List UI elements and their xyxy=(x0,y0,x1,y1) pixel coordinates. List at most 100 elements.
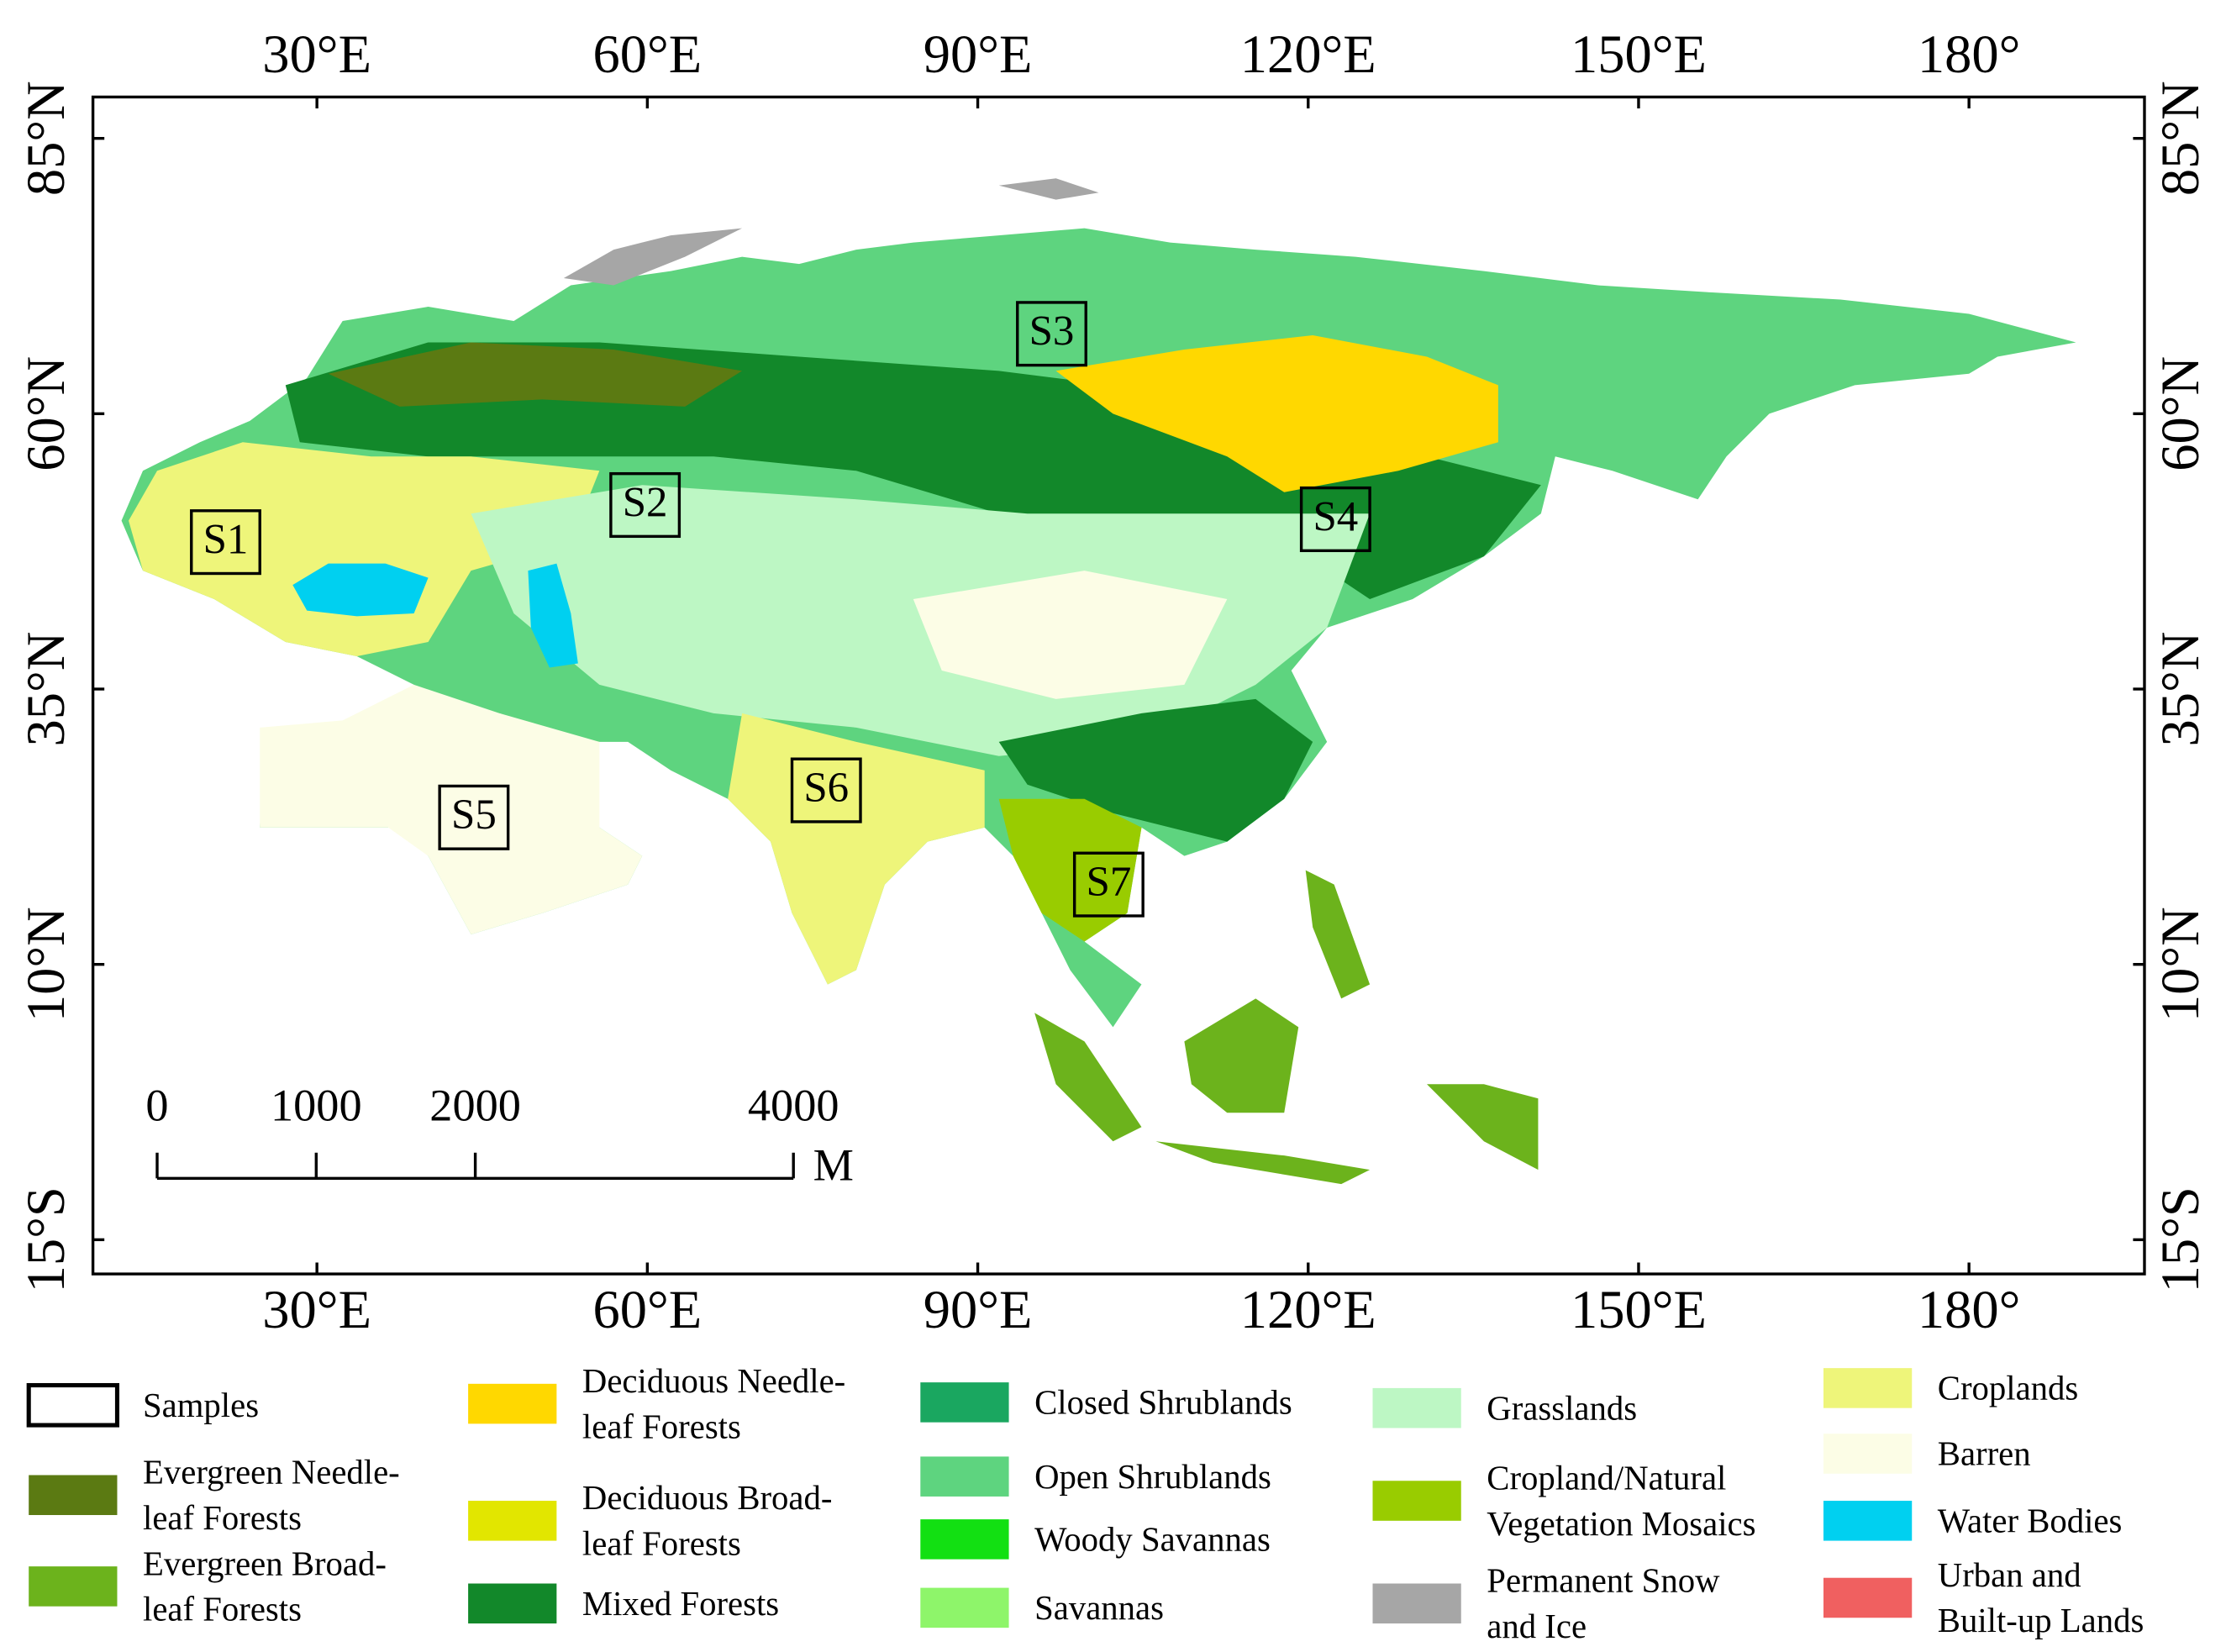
sample-label: S2 xyxy=(623,479,668,526)
lon-label: 120°E xyxy=(1240,1280,1376,1339)
lat-label: 35°N xyxy=(2150,632,2210,747)
lon-label: 120°E xyxy=(1240,24,1376,84)
sample-label: S4 xyxy=(1313,493,1358,540)
sample-box xyxy=(609,471,681,539)
legend-swatch xyxy=(1823,1577,1913,1618)
legend-label: Barren xyxy=(1938,1435,2031,1473)
island xyxy=(1155,1141,1371,1185)
lon-label: 180° xyxy=(1918,24,2021,84)
scale-unit: M xyxy=(813,1140,854,1191)
legend-swatch xyxy=(1372,1481,1461,1521)
mosaic-zone xyxy=(998,798,1142,942)
legend-label: leaf Forests xyxy=(582,1525,741,1563)
cropland-zone xyxy=(129,442,600,656)
legend-label: Built-up Lands xyxy=(1938,1602,2144,1639)
legend-label: Permanent Snow xyxy=(1487,1562,1720,1600)
forest-zone xyxy=(328,342,743,407)
lon-label: 30°E xyxy=(262,1280,371,1339)
legend-swatch xyxy=(1823,1368,1913,1408)
water-body xyxy=(292,563,429,617)
ice-cap xyxy=(563,228,743,286)
sample-label: S1 xyxy=(203,517,249,564)
scale-label: 1000 xyxy=(271,1080,362,1130)
lat-label: 60°N xyxy=(16,356,76,471)
legend-label: Croplands xyxy=(1938,1369,2078,1407)
legend-label: leaf Forests xyxy=(143,1591,302,1628)
legend-label: leaf Forests xyxy=(143,1499,302,1537)
lat-label: 15°S xyxy=(16,1186,76,1292)
lon-label: 180° xyxy=(1918,1280,2021,1339)
lon-label: 150°E xyxy=(1571,24,1707,84)
legend-swatch xyxy=(1372,1583,1461,1624)
sample-label: S7 xyxy=(1087,859,1132,906)
lat-label: 10°N xyxy=(16,907,76,1022)
lon-label: 90°E xyxy=(924,1280,1033,1339)
legend-label: Evergreen Broad- xyxy=(143,1544,387,1582)
legend-swatch xyxy=(920,1382,1009,1423)
sample-box xyxy=(438,784,510,850)
scale-label: 4000 xyxy=(748,1080,839,1130)
barren-zone xyxy=(260,684,643,935)
lon-label: 60°E xyxy=(593,24,703,84)
map-frame xyxy=(91,95,2146,1276)
lon-label: 90°E xyxy=(924,24,1033,84)
legend-swatch xyxy=(920,1456,1009,1497)
island xyxy=(1305,870,1371,999)
legend-label: Evergreen Needle- xyxy=(143,1454,400,1492)
legend-label: Closed Shrublands xyxy=(1034,1383,1292,1421)
legend-label: Deciduous Broad- xyxy=(582,1479,833,1517)
sample-box xyxy=(1072,851,1145,918)
legend-label: Mixed Forests xyxy=(582,1585,779,1623)
legend-label: Vegetation Mosaics xyxy=(1487,1505,1755,1543)
legend-swatch xyxy=(1372,1387,1461,1428)
land-cover xyxy=(121,178,2076,1185)
scale-label: 2000 xyxy=(429,1080,521,1130)
scale-label: 0 xyxy=(145,1080,168,1130)
ice-cap xyxy=(998,178,1099,200)
lat-label: 10°N xyxy=(2150,907,2210,1022)
sample-box xyxy=(190,509,261,576)
forest-zone xyxy=(998,698,1313,842)
legend-label: Open Shrublands xyxy=(1034,1458,1271,1496)
legend-swatch xyxy=(920,1519,1009,1560)
legend-label: Samples xyxy=(143,1386,259,1424)
legend-swatch xyxy=(468,1383,557,1424)
lat-label: 85°N xyxy=(16,81,76,196)
sample-box xyxy=(1016,301,1087,367)
barren-zone xyxy=(913,571,1228,699)
legend-label: leaf Forests xyxy=(582,1407,741,1445)
legend-label: Grasslands xyxy=(1487,1389,1637,1427)
lat-label: 35°N xyxy=(16,632,76,747)
lat-label: 85°N xyxy=(2150,81,2210,196)
legend-label: Water Bodies xyxy=(1938,1502,2123,1539)
island xyxy=(1184,998,1299,1113)
forest-zone xyxy=(1055,334,1498,492)
legend-swatch xyxy=(26,1382,120,1428)
legend-label: Urban and xyxy=(1938,1556,2081,1594)
lon-label: 30°E xyxy=(262,24,371,84)
sample-box xyxy=(790,757,862,823)
island xyxy=(1427,1084,1539,1171)
sample-label: S5 xyxy=(451,792,497,839)
legend-swatch xyxy=(920,1587,1009,1628)
legend-swatch xyxy=(29,1566,118,1607)
lon-label: 60°E xyxy=(593,1280,703,1339)
sample-label: S3 xyxy=(1029,308,1075,355)
water-body xyxy=(528,563,578,668)
legend-label: Woody Savannas xyxy=(1034,1520,1271,1558)
lat-label: 15°S xyxy=(2150,1186,2210,1292)
island xyxy=(1034,1013,1142,1142)
legend-label: Savannas xyxy=(1034,1589,1164,1627)
legend-swatch xyxy=(468,1501,557,1541)
legend-label: Deciduous Needle- xyxy=(582,1362,845,1400)
legend-swatch xyxy=(1823,1501,1913,1541)
legend-swatch xyxy=(468,1583,557,1624)
lat-label: 60°N xyxy=(2150,356,2210,471)
legend-swatch xyxy=(29,1475,118,1516)
sample-box xyxy=(1299,486,1371,553)
legend-swatch xyxy=(1823,1434,1913,1474)
legend-label: and Ice xyxy=(1487,1607,1587,1645)
legend-label: Cropland/Natural xyxy=(1487,1459,1726,1497)
